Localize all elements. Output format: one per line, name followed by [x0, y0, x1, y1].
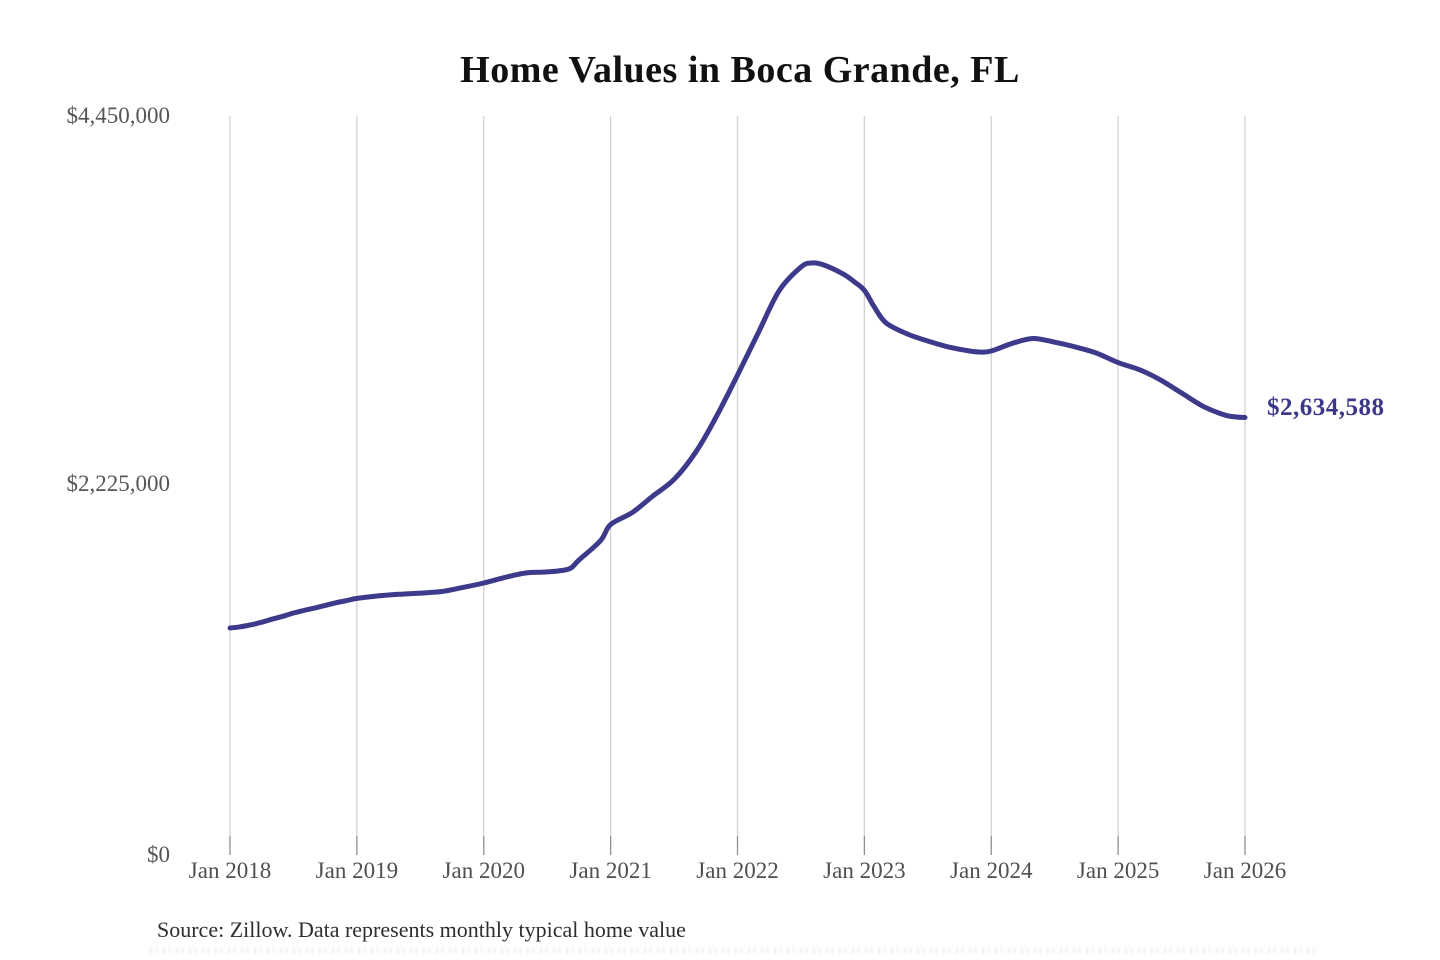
- x-tick-label: Jan 2026: [1203, 858, 1287, 883]
- x-tick-label: Jan 2022: [696, 858, 779, 883]
- gridlines: [229, 116, 1246, 836]
- y-axis-label-top: $4,450,000: [66, 103, 171, 128]
- x-tick-label: Jan 2025: [1076, 858, 1160, 883]
- y-axis-label-mid: $2,225,000: [66, 471, 171, 496]
- x-tick-label: Jan 2024: [950, 858, 1033, 883]
- x-tick-label: Jan 2020: [442, 858, 525, 883]
- x-tick-label: Jan 2019: [315, 858, 399, 883]
- chart-title: Home Values in Boca Grande, FL: [460, 49, 1020, 91]
- x-tick-label: Jan 2018: [188, 858, 272, 883]
- home-value-line: [227, 260, 1248, 631]
- cropped-text-remnant: [150, 947, 1320, 954]
- latest-value-label: $2,634,588: [1267, 394, 1385, 421]
- x-tick-label: Jan 2021: [569, 858, 652, 883]
- x-tick-label: Jan 2023: [823, 858, 906, 883]
- source-note: Source: Zillow. Data represents monthly …: [157, 917, 686, 942]
- axis-ticks: [229, 836, 1246, 855]
- y-axis-label-zero: $0: [147, 842, 170, 867]
